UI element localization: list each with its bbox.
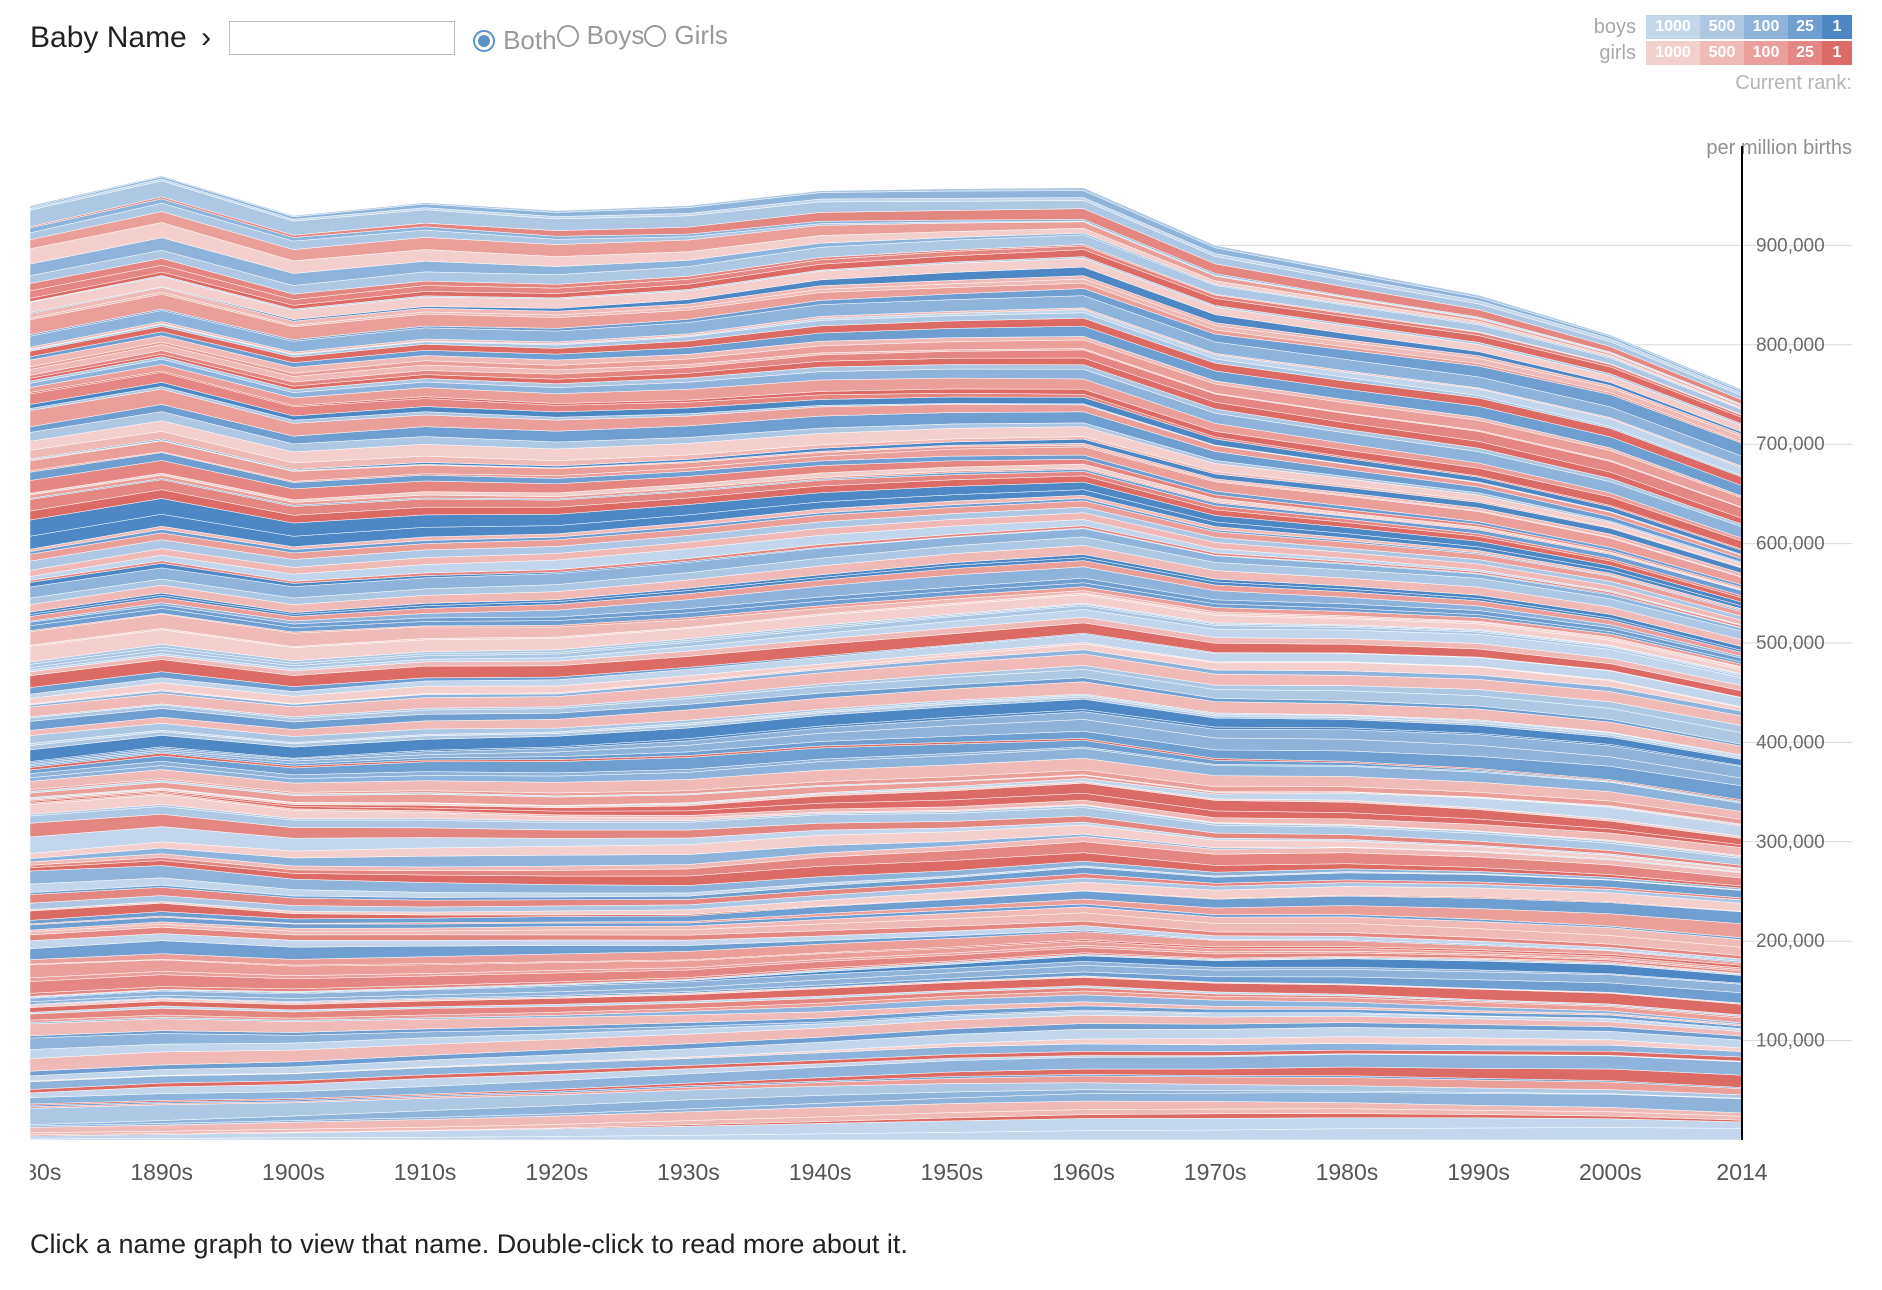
y-tick-label: 100,000 [1756, 1031, 1825, 1052]
x-tick-label: 1940s [789, 1159, 852, 1185]
legend-swatches: 1000500100251 [1646, 41, 1852, 65]
legend-row-boys: boys 1000500100251 [1594, 14, 1852, 40]
controls-bar: Baby Name › Both Boys Girls [30, 20, 1852, 56]
baby-name-input[interactable] [229, 21, 455, 55]
x-tick-label: 1930s [657, 1159, 720, 1185]
x-tick-label: 1910s [394, 1159, 457, 1185]
x-tick-label: 1970s [1184, 1159, 1247, 1185]
gender-radio-group: Both Boys Girls [473, 20, 728, 56]
x-tick-label: 1920s [525, 1159, 588, 1185]
x-tick-label: 1990s [1447, 1159, 1510, 1185]
legend-swatch: 25 [1788, 15, 1822, 39]
page-title: Baby Name › [30, 21, 211, 55]
y-tick-label: 400,000 [1756, 732, 1825, 753]
legend-row-label: girls [1599, 42, 1636, 65]
x-tick-label: 1890s [130, 1159, 193, 1185]
legend-row-girls: girls 1000500100251 [1594, 40, 1852, 66]
legend-swatch: 1 [1822, 15, 1852, 39]
legend-row-label: boys [1594, 16, 1636, 39]
x-tick-label: 1980s [1316, 1159, 1379, 1185]
gender-radio-girls[interactable]: Girls [644, 20, 727, 51]
legend-swatch: 1000 [1646, 15, 1700, 39]
chevron-right-icon: › [201, 21, 211, 54]
y-tick-label: 700,000 [1756, 434, 1825, 455]
y-tick-label: 200,000 [1756, 931, 1825, 952]
legend-swatches: 1000500100251 [1646, 15, 1852, 39]
interaction-hint: Click a name graph to view that name. Do… [30, 1229, 908, 1260]
gender-radio-both[interactable]: Both [473, 25, 557, 56]
radio-dot-icon [644, 25, 666, 47]
y-tick-label: 600,000 [1756, 534, 1825, 555]
title-text: Baby Name [30, 21, 187, 54]
radio-dot-icon [473, 30, 495, 52]
legend-swatch: 1000 [1646, 41, 1700, 65]
radio-dot-icon [557, 25, 579, 47]
current-rank-label: Current rank: [1594, 72, 1852, 95]
gender-radio-boys[interactable]: Boys [557, 20, 645, 51]
name-stream-chart[interactable]: 100,000 200,000 300,000 400,000 500,000 600,0… [30, 146, 1852, 1140]
x-tick-label: 2000s [1579, 1159, 1642, 1185]
y-tick-label: 800,000 [1756, 335, 1825, 356]
legend-swatch: 500 [1700, 41, 1744, 65]
y-tick-label: 500,000 [1756, 633, 1825, 654]
legend-swatch: 100 [1744, 15, 1788, 39]
x-tick-label: 1950s [921, 1159, 984, 1185]
x-tick-label: 2014 [1716, 1159, 1767, 1185]
legend-swatch: 25 [1788, 41, 1822, 65]
x-tick-label: 1900s [262, 1159, 325, 1185]
y-tick-label: 900,000 [1756, 235, 1825, 256]
x-tick-label: 1960s [1052, 1159, 1115, 1185]
rank-legend: boys 1000500100251 girls 1000500100251 Curr… [1594, 14, 1852, 160]
radio-label: Boys [587, 20, 645, 51]
x-axis: 1880s 1890s 1900s 1910s 1920s 1930s 1940s 1950s… [30, 1156, 1852, 1190]
legend-swatch: 500 [1700, 15, 1744, 39]
radio-label: Girls [674, 20, 727, 51]
stream-layers [30, 176, 1742, 1140]
y-tick-label: 300,000 [1756, 832, 1825, 853]
legend-swatch: 1 [1822, 41, 1852, 65]
radio-label: Both [503, 25, 557, 56]
x-tick-label: 1880s [30, 1159, 61, 1185]
legend-swatch: 100 [1744, 41, 1788, 65]
